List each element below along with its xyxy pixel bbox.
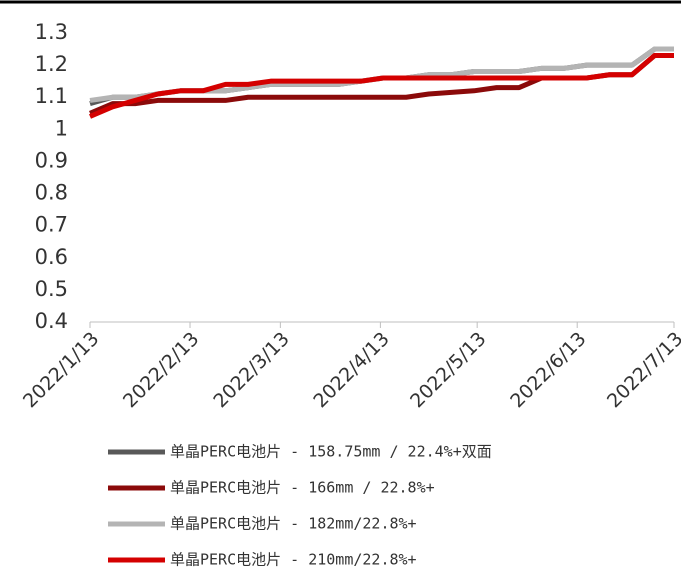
y-tick-label: 1.3: [35, 20, 68, 44]
x-tick-label: 2022/5/13: [406, 328, 490, 412]
legend-label: 单晶PERC电池片 - 166mm / 22.8%+: [170, 479, 435, 497]
y-tick-label: 0.8: [35, 181, 68, 205]
x-tick-label: 2022/7/13: [603, 328, 681, 412]
y-tick-label: 1: [55, 116, 68, 140]
y-tick-label: 0.4: [35, 309, 68, 333]
x-tick-label: 2022/3/13: [209, 328, 293, 412]
y-tick-label: 0.7: [35, 213, 68, 237]
legend-label: 单晶PERC电池片 - 182mm/22.8%+: [170, 515, 417, 533]
x-tick-label: 2022/2/13: [119, 328, 203, 412]
x-tick-label: 2022/4/13: [309, 328, 393, 412]
legend-label: 单晶PERC电池片 - 210mm/22.8%+: [170, 551, 417, 569]
legend-label: 单晶PERC电池片 - 158.75mm / 22.4%+双面: [170, 443, 492, 461]
y-tick-label: 0.9: [35, 148, 68, 172]
x-tick-label: 2022/6/13: [506, 328, 590, 412]
y-tick-label: 0.6: [35, 245, 68, 269]
y-tick-label: 1.2: [35, 52, 68, 76]
x-tick-label: 2022/1/13: [19, 328, 103, 412]
line-series: [89, 52, 674, 119]
y-tick-label: 1.1: [35, 84, 68, 108]
y-tick-label: 0.5: [35, 277, 68, 301]
